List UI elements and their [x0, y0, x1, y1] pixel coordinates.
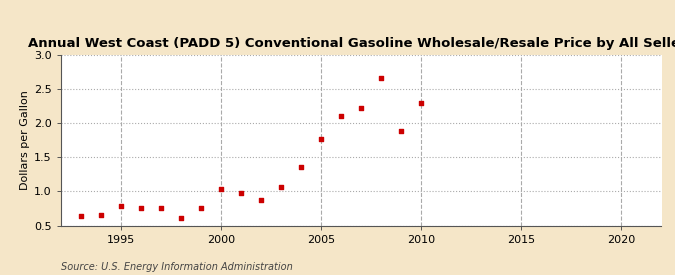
- Point: [215, 186, 226, 191]
- Point: [316, 137, 327, 141]
- Point: [136, 206, 146, 210]
- Point: [176, 216, 186, 220]
- Point: [196, 206, 207, 210]
- Point: [115, 204, 126, 208]
- Text: Source: U.S. Energy Information Administration: Source: U.S. Energy Information Administ…: [61, 262, 292, 272]
- Point: [335, 114, 346, 119]
- Point: [76, 214, 86, 218]
- Point: [95, 212, 106, 217]
- Title: Annual West Coast (PADD 5) Conventional Gasoline Wholesale/Resale Price by All S: Annual West Coast (PADD 5) Conventional …: [28, 37, 675, 50]
- Point: [396, 129, 406, 134]
- Point: [356, 105, 367, 110]
- Y-axis label: Dollars per Gallon: Dollars per Gallon: [20, 90, 30, 190]
- Point: [275, 185, 286, 189]
- Point: [256, 197, 267, 202]
- Point: [376, 75, 387, 80]
- Point: [296, 165, 306, 169]
- Point: [236, 191, 246, 196]
- Point: [155, 206, 166, 211]
- Point: [416, 101, 427, 106]
